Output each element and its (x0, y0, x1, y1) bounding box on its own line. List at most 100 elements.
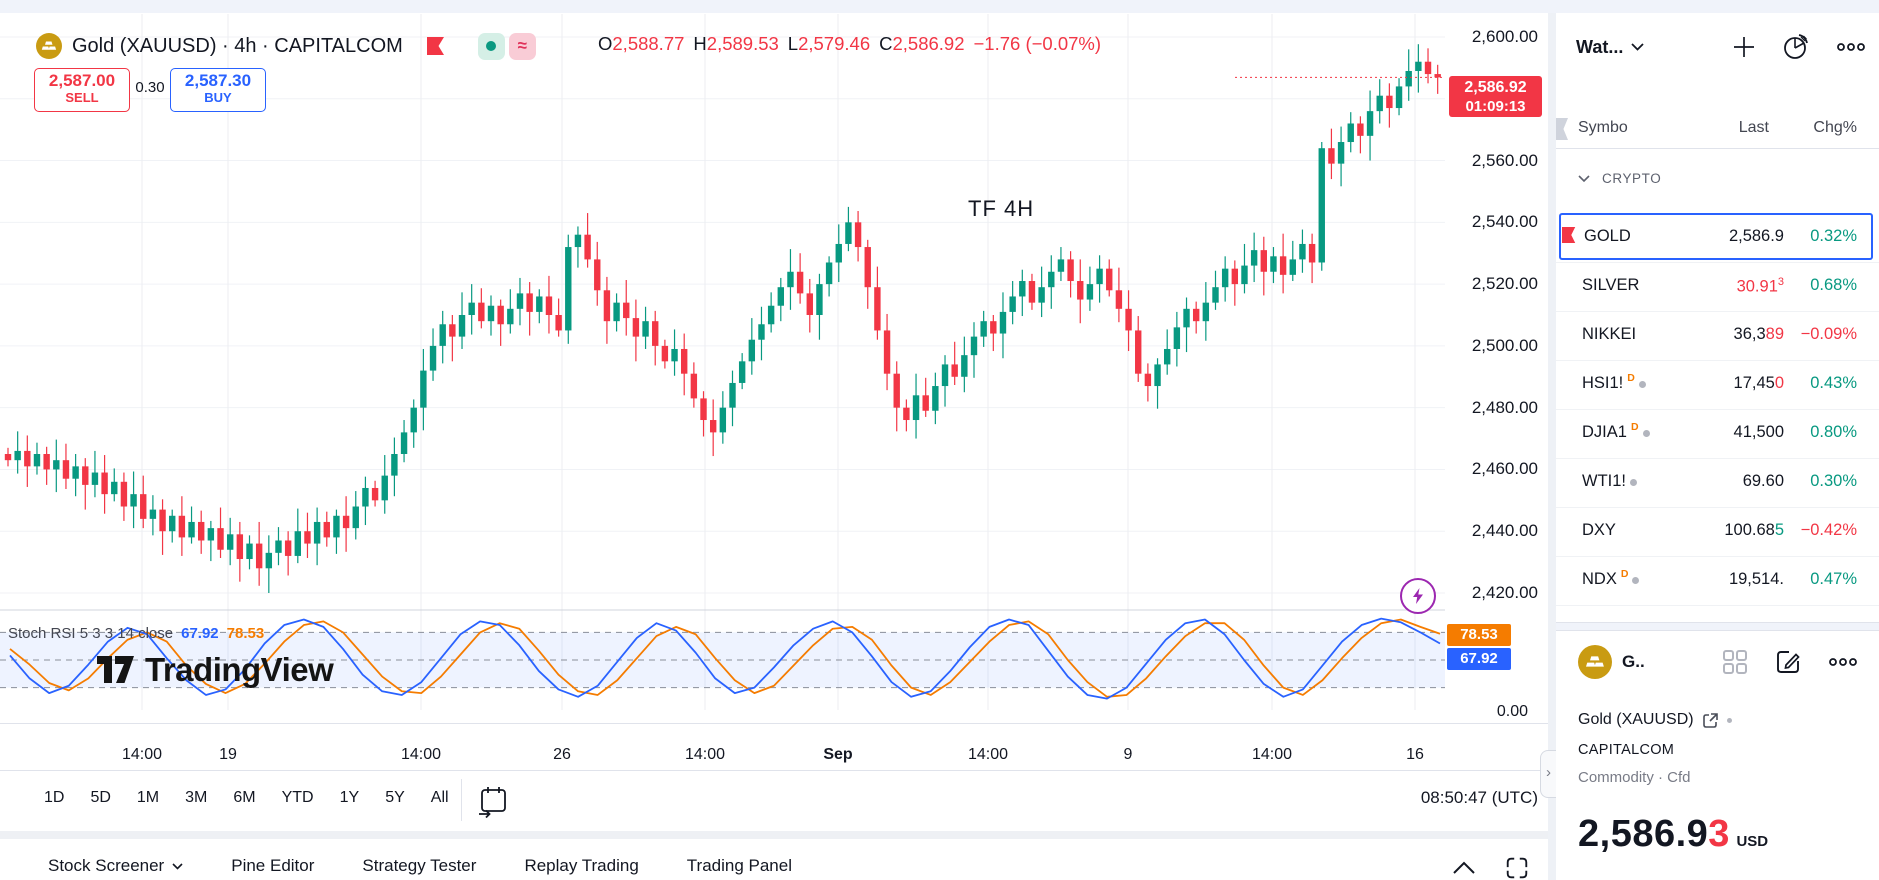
approx-icon: ≈ (508, 32, 536, 60)
row-symbol: HSI1! D (1582, 372, 1646, 393)
go-to-date-icon[interactable] (477, 784, 509, 818)
time-tick: 14:00 (684, 746, 726, 763)
watchlist-row-ndx[interactable]: NDX D 19,514. 0.47% (1556, 556, 1879, 606)
watchlist-row-wti1[interactable]: WTI1! 69.60 0.30% (1556, 458, 1879, 508)
change-readout: −1.76 (−0.07%) (973, 33, 1102, 54)
watchlist-row-hsi1[interactable]: HSI1! D 17,450 0.43% (1556, 360, 1879, 410)
time-axis[interactable]: 14:00 19 14:00 26 14:00 Sep 14:00 9 14:00 16 (0, 723, 1550, 771)
fullscreen-icon[interactable] (1502, 855, 1532, 880)
clock-utc[interactable]: 08:50:47 (UTC) (1420, 788, 1538, 807)
row-change: 0.32% (1810, 227, 1857, 245)
price-tick[interactable]: 2,520.00 (1471, 274, 1538, 294)
top-strip (0, 0, 1879, 14)
gold-symbol-icon (36, 33, 62, 59)
range-6m[interactable]: 6M (233, 789, 256, 806)
external-link-icon[interactable] (1702, 712, 1719, 729)
row-change: 0.47% (1810, 570, 1857, 588)
flag-icon (1562, 227, 1576, 243)
price-tick[interactable]: 2,540.00 (1471, 212, 1538, 232)
price-tick[interactable]: 2,500.00 (1471, 335, 1538, 355)
range-1d[interactable]: 1D (44, 789, 65, 806)
status-dot-icon (1642, 430, 1650, 437)
info-exchange: CAPITALCOM (1578, 742, 1675, 758)
stoch-d-axis-label: 78.53 (1447, 624, 1511, 646)
price-tick[interactable]: 2,600.00 (1471, 27, 1538, 46)
tradingview-mark-icon (97, 656, 134, 683)
row-last: 2,586.9 (1728, 227, 1784, 245)
grid-layout-icon[interactable] (1722, 649, 1748, 675)
time-tick: 14:00 (1251, 746, 1293, 763)
row-symbol: WTI1! (1582, 472, 1637, 491)
watchlist-title[interactable]: Wat... (1576, 37, 1644, 58)
watchlist-row-dxy[interactable]: DXY 100.685 −0.42% (1556, 507, 1879, 557)
range-all[interactable]: All (430, 789, 449, 806)
status-dot-icon (1632, 577, 1640, 584)
price-tick[interactable]: 2,560.00 (1471, 150, 1538, 170)
row-symbol: NIKKEI (1582, 325, 1637, 343)
range-5y[interactable]: 5Y (385, 789, 405, 806)
symbol-title[interactable]: Gold (XAUUSD) · 4h · CAPITALCOM (72, 34, 403, 57)
watchlist-row-silver[interactable]: SILVER 30.913 0.68% (1556, 262, 1879, 312)
add-symbol-icon[interactable] (1732, 35, 1756, 59)
market-open-dot-icon (477, 32, 505, 60)
bottom-item-stock-screener[interactable]: Stock Screener (48, 856, 183, 876)
indicator-label[interactable]: Stoch RSI 5 3 3 14 close 67.92 78.53 (8, 625, 265, 642)
spread-value: 0.30 (135, 79, 165, 96)
row-last: 69.60 (1742, 472, 1784, 490)
range-1m[interactable]: 1M (136, 789, 160, 806)
bottom-item-strategy-tester[interactable]: Strategy Tester (362, 856, 477, 875)
status-dot-icon (1726, 717, 1732, 723)
tradingview-logo: TradingView (95, 651, 334, 689)
price-tick[interactable]: 2,480.00 (1471, 397, 1538, 417)
bottom-item-pine-editor[interactable]: Pine Editor (231, 856, 315, 875)
column-symbol: Symbo (1578, 119, 1628, 136)
bottom-item-replay-trading[interactable]: Replay Trading (524, 856, 639, 875)
section-crypto[interactable]: CRYPTO (1578, 171, 1661, 186)
gold-symbol-icon (1578, 645, 1612, 679)
heatmap-pie-icon[interactable] (1782, 33, 1810, 61)
price-tick[interactable]: 2,420.00 (1471, 583, 1538, 602)
price-tick[interactable]: 2,460.00 (1471, 459, 1538, 479)
bottom-item-trading-panel[interactable]: Trading Panel (686, 856, 792, 875)
range-5d[interactable]: 5D (90, 789, 111, 806)
watchlist-row-nikkei[interactable]: NIKKEI 36,389 −0.09% (1556, 311, 1879, 361)
status-dot-icon (1630, 479, 1637, 486)
chart-column: Gold (XAUUSD) · 4h · CAPITALCOM ≈ O2,588… (0, 13, 1550, 880)
row-change: 0.80% (1810, 423, 1857, 441)
selected-row-outline (1559, 213, 1873, 260)
column-chg: Chg% (1813, 119, 1857, 136)
time-tick: 26 (553, 746, 571, 763)
chevron-down-icon (172, 862, 183, 870)
time-tick: 16 (1406, 746, 1424, 763)
watchlist-column-header[interactable]: Symbo Last Chg% (1556, 112, 1879, 149)
row-symbol: DJIA1 D (1582, 421, 1650, 442)
row-change: 0.68% (1810, 276, 1857, 294)
instant-trading-icon[interactable] (1400, 578, 1436, 614)
range-1y[interactable]: 1Y (339, 789, 360, 806)
range-toolbar: 1D 5D 1M 3M 6M YTD 1Y 5Y All 08:50:47 (UTC) (0, 770, 1550, 832)
row-change: 0.30% (1810, 472, 1857, 490)
time-tick: Sep (823, 746, 853, 763)
more-options-icon[interactable] (1836, 42, 1866, 52)
range-3m[interactable]: 3M (185, 789, 208, 806)
sidebar-divider (1556, 622, 1879, 631)
flag-icon[interactable] (426, 37, 446, 55)
row-symbol: NDX D (1582, 568, 1640, 589)
edit-note-icon[interactable] (1774, 648, 1802, 676)
more-options-icon[interactable] (1828, 657, 1858, 667)
row-symbol: DXY (1582, 521, 1616, 539)
panel-expander-tab[interactable]: › (1540, 750, 1556, 798)
sell-button[interactable]: 2,587.00 SELL (34, 68, 130, 112)
section-chevron-icon (1578, 174, 1590, 182)
info-symbol-title[interactable]: Gold (XAUUSD) (1578, 711, 1732, 729)
watchlist-row-djia1[interactable]: DJIA1 D 41,500 0.80% (1556, 409, 1879, 459)
buy-button[interactable]: 2,587.30 BUY (170, 68, 266, 112)
price-tick[interactable]: 2,440.00 (1471, 521, 1538, 541)
collapse-panel-icon[interactable] (1452, 861, 1476, 875)
row-change: 0.43% (1810, 374, 1857, 392)
watchlist-row-gold[interactable]: GOLD 2,586.9 0.32% (1556, 213, 1879, 263)
range-ytd[interactable]: YTD (281, 789, 314, 806)
market-status-toggle[interactable]: ≈ (477, 32, 536, 60)
row-symbol: SILVER (1582, 276, 1640, 294)
candlestick-chart-canvas[interactable] (0, 14, 1445, 756)
